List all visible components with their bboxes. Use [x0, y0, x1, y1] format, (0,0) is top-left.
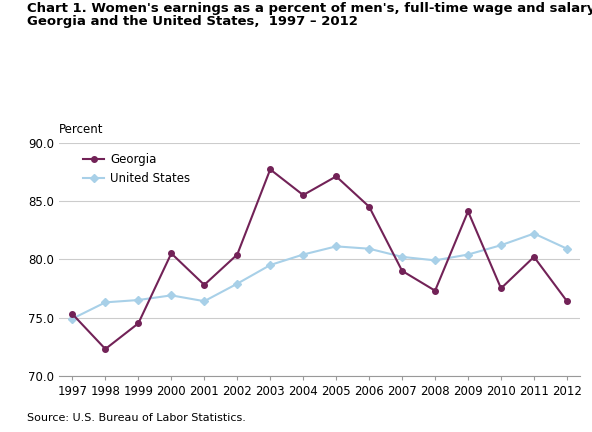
- United States: [201, 299, 208, 304]
- Georgia: [300, 192, 307, 197]
- Georgia: [201, 282, 208, 287]
- Line: United States: United States: [70, 231, 570, 321]
- Georgia: [398, 268, 406, 273]
- United States: [266, 262, 274, 267]
- United States: [465, 252, 472, 257]
- Georgia: [530, 254, 538, 260]
- Georgia: [497, 286, 504, 291]
- United States: [102, 300, 109, 305]
- Text: Georgia and the United States,  1997 – 2012: Georgia and the United States, 1997 – 20…: [27, 15, 358, 28]
- Georgia: [366, 204, 373, 209]
- United States: [333, 244, 340, 249]
- Georgia: [102, 346, 109, 352]
- Georgia: [266, 167, 274, 172]
- Georgia: [432, 288, 439, 293]
- Text: Percent: Percent: [59, 123, 104, 136]
- Georgia: [465, 209, 472, 214]
- Line: Georgia: Georgia: [70, 167, 570, 352]
- Georgia: [135, 321, 142, 326]
- United States: [398, 254, 406, 260]
- Text: Chart 1. Women's earnings as a percent of men's, full-time wage and salary worke: Chart 1. Women's earnings as a percent o…: [27, 2, 592, 15]
- Georgia: [69, 311, 76, 317]
- United States: [530, 231, 538, 236]
- United States: [564, 246, 571, 251]
- United States: [432, 258, 439, 263]
- United States: [135, 297, 142, 302]
- United States: [366, 246, 373, 251]
- United States: [300, 252, 307, 257]
- Text: Source: U.S. Bureau of Labor Statistics.: Source: U.S. Bureau of Labor Statistics.: [27, 413, 246, 423]
- Georgia: [333, 174, 340, 179]
- United States: [168, 293, 175, 298]
- United States: [69, 316, 76, 321]
- Georgia: [234, 252, 241, 257]
- Legend: Georgia, United States: Georgia, United States: [81, 151, 193, 187]
- United States: [234, 281, 241, 286]
- Georgia: [168, 251, 175, 256]
- Georgia: [564, 299, 571, 304]
- United States: [497, 243, 504, 248]
